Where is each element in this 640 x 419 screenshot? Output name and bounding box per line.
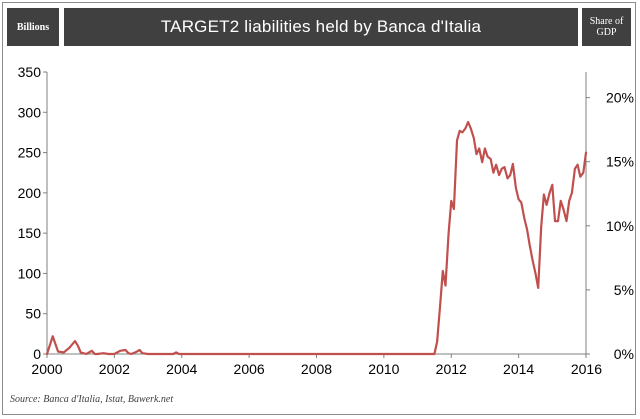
y2-tick-label: 5% [614,282,634,298]
x-tick-label: 2012 [436,361,467,377]
series-layer [45,120,588,356]
y-axis-ticks: 0 50 100 150 200 250 300 350 [18,64,47,362]
x-tick-label: 2014 [503,361,534,377]
y2-tick-label: 20% [606,90,634,106]
chart-title: TARGET2 liabilities held by Banca d'Ital… [64,8,578,46]
x-tick-label: 2000 [31,361,62,377]
y-tick-label: 0 [33,346,41,362]
y-tick-label: 300 [18,104,42,120]
y2-axis-unit-line1: Share of [589,16,624,27]
y-tick-label: 250 [18,145,42,161]
chart-axes [46,72,587,355]
y-axis-unit-label: Billions [7,8,59,46]
x-tick-label: 2016 [571,361,602,377]
x-tick-label: 2008 [301,361,332,377]
x-tick-label: 2010 [368,361,399,377]
source-note: Source: Banca d'Italia, Istat, Bawerk.ne… [10,394,174,405]
y-tick-label: 50 [25,306,41,322]
y-tick-label: 350 [18,64,42,80]
y2-tick-label: 10% [606,218,634,234]
y-tick-label: 150 [18,225,42,241]
y-tick-label: 100 [18,265,42,281]
series-line-0 [45,120,588,356]
y2-tick-label: 0% [614,346,634,362]
x-tick-label: 2004 [166,361,197,377]
x-axis-ticks: 2000 2002 2004 2006 2008 2010 2012 2014 2016 [31,354,602,377]
y2-axis-unit-line2: GDP [596,27,617,38]
y2-tick-label: 15% [606,154,634,170]
x-tick-label: 2006 [234,361,265,377]
x-tick-label: 2002 [99,361,130,377]
y2-axis-unit-label: Share of GDP [582,8,631,46]
y2-axis-ticks: 0% 5% 10% 15% 20% [586,90,634,362]
y-tick-label: 200 [18,185,42,201]
chart-frame [2,2,636,415]
